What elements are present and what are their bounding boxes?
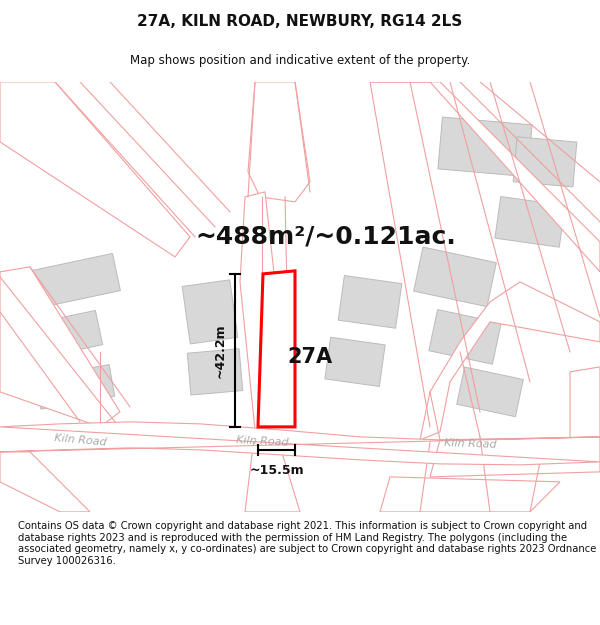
Bar: [429, 309, 501, 364]
Bar: [182, 280, 238, 344]
Bar: [513, 137, 577, 187]
Text: Contains OS data © Crown copyright and database right 2021. This information is : Contains OS data © Crown copyright and d…: [18, 521, 596, 566]
Polygon shape: [248, 82, 310, 202]
Bar: [457, 367, 523, 417]
Text: Map shows position and indicative extent of the property.: Map shows position and indicative extent…: [130, 54, 470, 68]
Bar: [187, 349, 243, 395]
Text: Kiln Road: Kiln Road: [53, 432, 107, 447]
Bar: [438, 117, 532, 177]
Bar: [413, 247, 496, 307]
Polygon shape: [0, 82, 190, 257]
Polygon shape: [258, 271, 295, 427]
Bar: [495, 196, 565, 248]
Text: ~488m²/~0.121ac.: ~488m²/~0.121ac.: [195, 225, 456, 249]
Polygon shape: [370, 82, 600, 272]
Polygon shape: [570, 367, 600, 442]
Text: 27A: 27A: [287, 347, 332, 367]
Bar: [7, 311, 103, 363]
Polygon shape: [430, 437, 600, 477]
Bar: [20, 253, 121, 311]
Polygon shape: [0, 452, 90, 512]
Bar: [338, 276, 402, 328]
Polygon shape: [380, 477, 560, 512]
Text: Kiln Road: Kiln Road: [236, 436, 289, 448]
Text: ~15.5m: ~15.5m: [249, 464, 304, 477]
Bar: [325, 338, 385, 386]
Polygon shape: [0, 422, 600, 465]
Polygon shape: [0, 267, 120, 427]
Polygon shape: [240, 192, 280, 430]
Text: 27A, KILN ROAD, NEWBURY, RG14 2LS: 27A, KILN ROAD, NEWBURY, RG14 2LS: [137, 14, 463, 29]
Polygon shape: [420, 282, 600, 440]
Text: ~42.2m: ~42.2m: [214, 323, 227, 378]
Text: Kiln Road: Kiln Road: [443, 438, 496, 450]
Bar: [35, 364, 115, 409]
Polygon shape: [245, 430, 300, 512]
